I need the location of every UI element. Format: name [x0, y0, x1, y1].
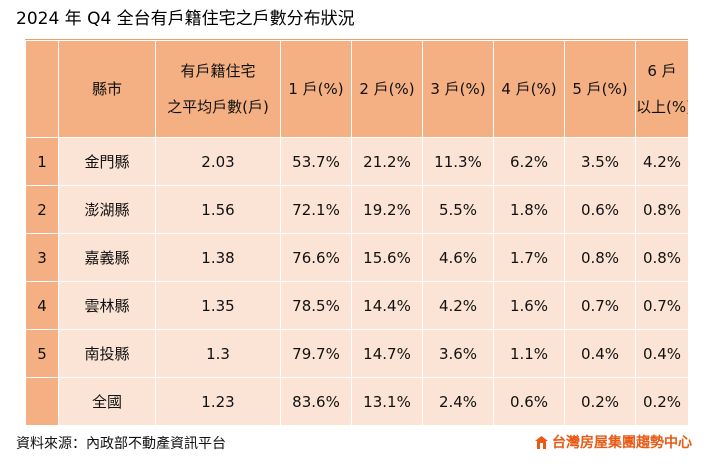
- total-p5: 0.2%: [564, 377, 636, 426]
- page-title: 2024 年 Q4 全台有戶籍住宅之戶數分布狀況: [16, 9, 355, 29]
- row-city: 雲林縣: [58, 281, 156, 330]
- row-p5: 0.6%: [564, 185, 636, 234]
- row-p4: 1.7%: [493, 233, 565, 282]
- table-row: 2 澎湖縣 1.56 72.1% 19.2% 5.5% 1.8% 0.6% 0.…: [25, 185, 689, 234]
- total-p6: 0.2%: [635, 377, 689, 426]
- header-index: [25, 40, 59, 138]
- row-p2: 19.2%: [351, 185, 423, 234]
- row-city: 金門縣: [58, 137, 156, 186]
- header-5-household: 5 戶(%): [564, 40, 636, 138]
- row-p2: 14.4%: [351, 281, 423, 330]
- row-city: 南投縣: [58, 329, 156, 378]
- row-city: 澎湖縣: [58, 185, 156, 234]
- row-p2: 14.7%: [351, 329, 423, 378]
- header-4-household: 4 戶(%): [493, 40, 565, 138]
- row-p3: 4.2%: [422, 281, 494, 330]
- row-rank: 4: [25, 281, 59, 330]
- total-p2: 13.1%: [351, 377, 423, 426]
- row-p4: 1.1%: [493, 329, 565, 378]
- row-p3: 5.5%: [422, 185, 494, 234]
- total-city: 全國: [58, 377, 156, 426]
- row-p5: 0.7%: [564, 281, 636, 330]
- row-p5: 0.4%: [564, 329, 636, 378]
- row-p3: 4.6%: [422, 233, 494, 282]
- total-rank: [25, 377, 59, 426]
- row-p4: 1.8%: [493, 185, 565, 234]
- header-6-line2: 以上(%): [636, 98, 689, 116]
- row-rank: 2: [25, 185, 59, 234]
- row-p6: 0.7%: [635, 281, 689, 330]
- row-p3: 3.6%: [422, 329, 494, 378]
- row-rank: 3: [25, 233, 59, 282]
- row-p2: 15.6%: [351, 233, 423, 282]
- row-p3: 11.3%: [422, 137, 494, 186]
- table-row: 4 雲林縣 1.35 78.5% 14.4% 4.2% 1.6% 0.7% 0.…: [25, 281, 689, 330]
- row-p1: 53.7%: [280, 137, 352, 186]
- row-p2: 21.2%: [351, 137, 423, 186]
- row-rank: 5: [25, 329, 59, 378]
- table-row: 3 嘉義縣 1.38 76.6% 15.6% 4.6% 1.7% 0.8% 0.…: [25, 233, 689, 282]
- header-2-household: 2 戶(%): [351, 40, 423, 138]
- header-city: 縣市: [58, 40, 156, 138]
- total-average: 1.23: [155, 377, 281, 426]
- total-p1: 83.6%: [280, 377, 352, 426]
- row-p1: 76.6%: [280, 233, 352, 282]
- row-p1: 72.1%: [280, 185, 352, 234]
- row-p6: 0.8%: [635, 185, 689, 234]
- table-top-rule: [25, 39, 688, 40]
- header-average-line2: 之平均戶數(戶): [167, 98, 269, 116]
- total-p4: 0.6%: [493, 377, 565, 426]
- source-note: 資料來源：內政部不動產資訊平台: [16, 436, 226, 452]
- row-p1: 78.5%: [280, 281, 352, 330]
- header-average: 有戶籍住宅 之平均戶數(戶): [155, 40, 281, 138]
- row-p6: 0.8%: [635, 233, 689, 282]
- brand-name: 台灣房屋集團趨勢中心: [552, 435, 692, 451]
- row-p5: 3.5%: [564, 137, 636, 186]
- brand-logo: 台灣房屋集團趨勢中心: [534, 432, 692, 452]
- header-6-line1: 6 戶: [647, 62, 677, 80]
- row-p1: 79.7%: [280, 329, 352, 378]
- total-p3: 2.4%: [422, 377, 494, 426]
- header-6-plus-household: 6 戶 以上(%): [635, 40, 689, 138]
- table-row: 5 南投縣 1.3 79.7% 14.7% 3.6% 1.1% 0.4% 0.4…: [25, 329, 689, 378]
- header-3-household: 3 戶(%): [422, 40, 494, 138]
- row-average: 2.03: [155, 137, 281, 186]
- table-header-row: 縣市 有戶籍住宅 之平均戶數(戶) 1 戶(%) 2 戶(%) 3 戶(%) 4…: [25, 40, 689, 138]
- table-total-row: 全國 1.23 83.6% 13.1% 2.4% 0.6% 0.2% 0.2%: [25, 377, 689, 426]
- table-row: 1 金門縣 2.03 53.7% 21.2% 11.3% 6.2% 3.5% 4…: [25, 137, 689, 186]
- row-average: 1.38: [155, 233, 281, 282]
- row-p6: 0.4%: [635, 329, 689, 378]
- row-p6: 4.2%: [635, 137, 689, 186]
- row-average: 1.35: [155, 281, 281, 330]
- header-1-household: 1 戶(%): [280, 40, 352, 138]
- row-p4: 6.2%: [493, 137, 565, 186]
- row-average: 1.56: [155, 185, 281, 234]
- row-city: 嘉義縣: [58, 233, 156, 282]
- household-distribution-table: 縣市 有戶籍住宅 之平均戶數(戶) 1 戶(%) 2 戶(%) 3 戶(%) 4…: [25, 40, 689, 426]
- row-p5: 0.8%: [564, 233, 636, 282]
- house-logo-icon: [534, 435, 549, 450]
- row-rank: 1: [25, 137, 59, 186]
- row-p4: 1.6%: [493, 281, 565, 330]
- row-average: 1.3: [155, 329, 281, 378]
- header-average-line1: 有戶籍住宅: [180, 62, 256, 80]
